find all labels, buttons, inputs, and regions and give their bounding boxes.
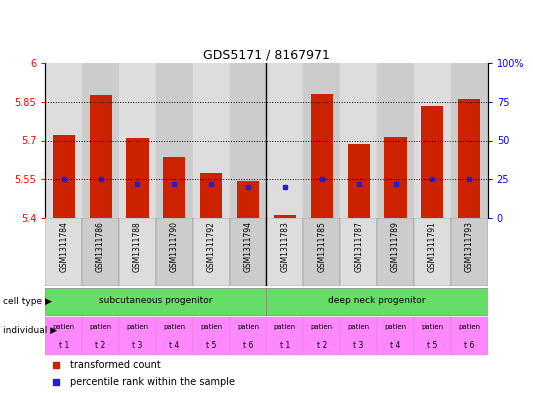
Bar <box>82 218 119 286</box>
Text: patien: patien <box>274 324 296 330</box>
Bar <box>163 157 185 218</box>
Bar <box>340 63 377 218</box>
Bar <box>193 218 230 286</box>
Text: t 6: t 6 <box>464 342 474 351</box>
Bar <box>377 63 414 218</box>
Text: patien: patien <box>458 324 480 330</box>
Bar <box>377 218 414 286</box>
Bar <box>451 218 488 286</box>
Bar <box>414 218 451 286</box>
Bar <box>119 63 156 218</box>
Bar <box>303 317 340 355</box>
Text: deep neck progenitor: deep neck progenitor <box>328 296 426 305</box>
Bar <box>266 63 303 218</box>
Text: patien: patien <box>384 324 407 330</box>
Text: transformed count: transformed count <box>70 360 160 370</box>
Bar <box>384 137 407 218</box>
Bar <box>303 63 340 218</box>
Bar <box>200 173 222 218</box>
Title: GDS5171 / 8167971: GDS5171 / 8167971 <box>203 49 330 62</box>
Bar <box>230 317 266 355</box>
Bar <box>458 99 480 218</box>
Text: GSM1311790: GSM1311790 <box>170 221 179 272</box>
Bar <box>348 144 370 218</box>
Text: t 1: t 1 <box>59 342 69 351</box>
Bar <box>377 317 414 355</box>
Bar <box>414 317 451 355</box>
Bar <box>82 317 119 355</box>
Text: GSM1311789: GSM1311789 <box>391 221 400 272</box>
Text: patien: patien <box>311 324 333 330</box>
Bar <box>266 288 488 314</box>
Text: patien: patien <box>200 324 222 330</box>
Bar <box>126 138 149 218</box>
Text: patien: patien <box>90 324 112 330</box>
Text: t 3: t 3 <box>353 342 364 351</box>
Text: GSM1311791: GSM1311791 <box>428 221 437 272</box>
Bar <box>451 63 488 218</box>
Bar <box>230 63 266 218</box>
Bar <box>45 317 82 355</box>
Text: t 5: t 5 <box>427 342 438 351</box>
Bar <box>274 215 296 218</box>
Text: patien: patien <box>163 324 185 330</box>
Text: t 3: t 3 <box>132 342 143 351</box>
Bar <box>45 288 266 314</box>
Text: patien: patien <box>421 324 443 330</box>
Text: GSM1311783: GSM1311783 <box>280 221 289 272</box>
Text: t 5: t 5 <box>206 342 216 351</box>
Text: GSM1311785: GSM1311785 <box>317 221 326 272</box>
Bar <box>340 218 377 286</box>
Bar <box>156 317 193 355</box>
Text: t 4: t 4 <box>169 342 180 351</box>
Bar <box>193 317 230 355</box>
Bar <box>119 218 156 286</box>
Text: subcutaneous progenitor: subcutaneous progenitor <box>99 296 213 305</box>
Text: patien: patien <box>126 324 149 330</box>
Text: GSM1311792: GSM1311792 <box>207 221 216 272</box>
Bar <box>451 317 488 355</box>
Text: cell type ▶: cell type ▶ <box>3 296 52 305</box>
Text: t 1: t 1 <box>280 342 290 351</box>
Text: patien: patien <box>348 324 370 330</box>
Text: t 2: t 2 <box>317 342 327 351</box>
Text: individual ▶: individual ▶ <box>3 325 57 334</box>
Bar <box>237 180 259 218</box>
Bar <box>45 63 82 218</box>
Text: percentile rank within the sample: percentile rank within the sample <box>70 377 235 387</box>
Bar <box>414 63 451 218</box>
Bar <box>311 94 333 218</box>
Text: GSM1311784: GSM1311784 <box>59 221 68 272</box>
Bar <box>340 317 377 355</box>
Bar <box>421 106 443 218</box>
Text: GSM1311787: GSM1311787 <box>354 221 363 272</box>
Text: GSM1311793: GSM1311793 <box>465 221 474 272</box>
Text: t 2: t 2 <box>95 342 106 351</box>
Bar <box>45 218 82 286</box>
Text: GSM1311786: GSM1311786 <box>96 221 105 272</box>
Bar <box>266 218 303 286</box>
Bar <box>230 218 266 286</box>
Bar <box>303 218 340 286</box>
Bar <box>82 63 119 218</box>
Text: patien: patien <box>53 324 75 330</box>
Bar <box>266 317 303 355</box>
Bar <box>53 135 75 218</box>
Bar <box>119 317 156 355</box>
Text: t 4: t 4 <box>390 342 401 351</box>
Bar <box>156 63 193 218</box>
Bar <box>90 95 111 218</box>
Bar <box>156 218 193 286</box>
Text: GSM1311794: GSM1311794 <box>244 221 253 272</box>
Text: GSM1311788: GSM1311788 <box>133 221 142 272</box>
Text: patien: patien <box>237 324 259 330</box>
Bar <box>193 63 230 218</box>
Text: t 6: t 6 <box>243 342 253 351</box>
